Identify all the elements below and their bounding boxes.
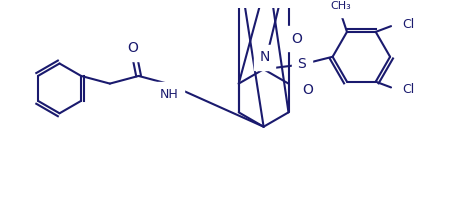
- Text: S: S: [297, 57, 306, 71]
- Text: O: O: [127, 41, 138, 55]
- Text: NH: NH: [160, 88, 178, 101]
- Text: CH₃: CH₃: [330, 1, 351, 11]
- Text: Cl: Cl: [402, 18, 414, 31]
- Text: N: N: [259, 50, 269, 64]
- Text: Cl: Cl: [402, 83, 414, 96]
- Text: O: O: [290, 32, 301, 46]
- Text: O: O: [301, 83, 313, 97]
